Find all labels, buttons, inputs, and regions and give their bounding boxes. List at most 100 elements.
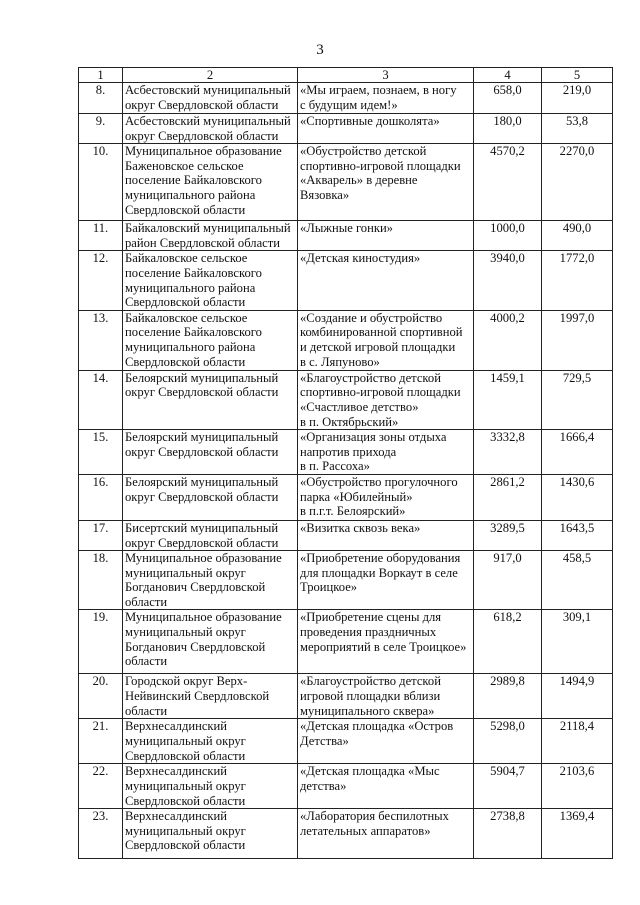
project-cell: «Обустройство прогулочного парка «Юбилей… — [297, 473, 474, 521]
project-cell: «Спортивные дошколята» — [297, 112, 474, 145]
project-cell: «Лаборатория беспилотных летательных апп… — [297, 808, 474, 860]
subsidy-cell: 219,0 — [541, 82, 613, 114]
row-number: 11. — [78, 220, 123, 252]
table-row: 12. Байкаловское сельское поселение Байка… — [78, 250, 613, 311]
row-number: 22. — [78, 763, 123, 810]
table-row: 8. Асбестовский муниципальный округ Сверд… — [78, 82, 613, 114]
row-number: 19. — [78, 609, 123, 675]
municipality-cell: Муниципальное образование Баженовское се… — [122, 143, 298, 222]
municipality-cell: Верхнесалдинский муниципальный округ Све… — [122, 763, 298, 810]
total-cost-cell: 1000,0 — [473, 220, 542, 252]
row-number: 13. — [78, 309, 123, 371]
subsidy-cell: 1369,4 — [541, 808, 613, 860]
total-cost-cell: 5298,0 — [473, 718, 542, 765]
table-row: 20. Городской округ Верх- Нейвинский Свер… — [78, 673, 613, 720]
total-cost-cell: 3940,0 — [473, 250, 542, 311]
municipality-cell: Верхнесалдинский муниципальный округ Све… — [122, 718, 298, 765]
project-cell: «Детская киностудия» — [297, 250, 474, 311]
row-number: 23. — [78, 808, 123, 860]
row-number: 12. — [78, 250, 123, 311]
municipality-cell: Белоярский муниципальный округ Свердловс… — [122, 369, 298, 431]
row-number: 14. — [78, 369, 123, 431]
total-cost-cell: 2989,8 — [473, 673, 542, 720]
subsidy-cell: 1494,9 — [541, 673, 613, 720]
total-cost-cell: 3289,5 — [473, 519, 542, 552]
subsidy-cell: 729,5 — [541, 369, 613, 431]
table-row: 13. Байкаловское сельское поселение Байка… — [78, 309, 613, 371]
subsidy-cell: 2118,4 — [541, 718, 613, 765]
row-number: 16. — [78, 473, 123, 521]
total-cost-cell: 2738,8 — [473, 808, 542, 860]
project-cell: «Лыжные гонки» — [297, 220, 474, 252]
subsidy-cell: 1666,4 — [541, 429, 613, 475]
municipality-cell: Белоярский муниципальный округ Свердловс… — [122, 473, 298, 521]
project-cell: «Визитка сквозь века» — [297, 519, 474, 552]
total-cost-cell: 4000,2 — [473, 309, 542, 371]
municipality-cell: Байкаловский муниципальный район Свердло… — [122, 220, 298, 252]
municipality-cell: Байкаловское сельское поселение Байкалов… — [122, 250, 298, 311]
table-row: 9. Асбестовский муниципальный округ Сверд… — [78, 112, 613, 145]
page-number: 3 — [316, 42, 324, 58]
table-row: 16. Белоярский муниципальный округ Свердл… — [78, 473, 613, 521]
project-cell: «Приобретение оборудования для площадки … — [297, 550, 474, 611]
subsidy-cell: 2103,6 — [541, 763, 613, 810]
project-cell: «Благоустройство детской спортивно-игров… — [297, 369, 474, 431]
total-cost-cell: 1459,1 — [473, 369, 542, 431]
project-cell: «Мы играем, познаем, в ногу с будущим ид… — [297, 82, 474, 114]
municipality-cell: Городской округ Верх- Нейвинский Свердло… — [122, 673, 298, 720]
municipality-cell: Белоярский муниципальный округ Свердловс… — [122, 429, 298, 475]
table-row: 15. Белоярский муниципальный округ Свердл… — [78, 429, 613, 475]
project-cell: «Детская площадка «Остров Детства» — [297, 718, 474, 765]
project-cell: «Создание и обустройство комбинированной… — [297, 309, 474, 371]
municipality-cell: Верхнесалдинский муниципальный округ Све… — [122, 808, 298, 860]
row-number: 20. — [78, 673, 123, 720]
municipality-cell: Бисертский муниципальный округ Свердловс… — [122, 519, 298, 552]
subsidy-cell: 1430,6 — [541, 473, 613, 521]
header-col-3: 3 — [297, 67, 474, 83]
total-cost-cell: 658,0 — [473, 82, 542, 114]
total-cost-cell: 5904,7 — [473, 763, 542, 810]
project-cell: «Благоустройство детской игровой площадк… — [297, 673, 474, 720]
total-cost-cell: 618,2 — [473, 609, 542, 675]
subsidy-cell: 1772,0 — [541, 250, 613, 311]
row-number: 17. — [78, 519, 123, 552]
row-number: 10. — [78, 143, 123, 222]
total-cost-cell: 917,0 — [473, 550, 542, 611]
project-cell: «Организация зоны отдыха напротив приход… — [297, 429, 474, 475]
table-row: 17. Бисертский муниципальный округ Свердл… — [78, 519, 613, 552]
table-row: 10. Муниципальное образование Баженовское… — [78, 143, 613, 222]
subsidy-cell: 2270,0 — [541, 143, 613, 222]
row-number: 9. — [78, 112, 123, 145]
project-cell: «Детская площадка «Мыс детства» — [297, 763, 474, 810]
table-row: 11. Байкаловский муниципальный район Свер… — [78, 220, 613, 252]
table-header-row: 1 2 3 4 5 — [78, 67, 613, 83]
municipality-cell: Асбестовский муниципальный округ Свердло… — [122, 112, 298, 145]
total-cost-cell: 180,0 — [473, 112, 542, 145]
row-number: 8. — [78, 82, 123, 114]
header-col-5: 5 — [541, 67, 613, 83]
subsidy-cell: 309,1 — [541, 609, 613, 675]
municipality-cell: Муниципальное образование муниципальный … — [122, 550, 298, 611]
municipality-cell: Байкаловское сельское поселение Байкалов… — [122, 309, 298, 371]
project-cell: «Приобретение сцены для проведения празд… — [297, 609, 474, 675]
subsidy-cell: 490,0 — [541, 220, 613, 252]
header-col-4: 4 — [473, 67, 542, 83]
table-row: 22. Верхнесалдинский муниципальный округ … — [78, 763, 613, 810]
total-cost-cell: 3332,8 — [473, 429, 542, 475]
row-number: 18. — [78, 550, 123, 611]
subsidy-cell: 1997,0 — [541, 309, 613, 371]
table-row: 19. Муниципальное образование муниципальн… — [78, 609, 613, 675]
row-number: 15. — [78, 429, 123, 475]
subsidy-cell: 1643,5 — [541, 519, 613, 552]
projects-table: 1 2 3 4 5 8. Асбестовский муниципальный о… — [78, 67, 613, 860]
total-cost-cell: 4570,2 — [473, 143, 542, 222]
subsidy-cell: 458,5 — [541, 550, 613, 611]
row-number: 21. — [78, 718, 123, 765]
header-col-2: 2 — [122, 67, 298, 83]
table-row: 14. Белоярский муниципальный округ Свердл… — [78, 369, 613, 431]
table-row: 21. Верхнесалдинский муниципальный округ … — [78, 718, 613, 765]
table-row: 18. Муниципальное образование муниципальн… — [78, 550, 613, 611]
header-col-1: 1 — [78, 67, 123, 83]
municipality-cell: Муниципальное образование муниципальный … — [122, 609, 298, 675]
municipality-cell: Асбестовский муниципальный округ Свердло… — [122, 82, 298, 114]
